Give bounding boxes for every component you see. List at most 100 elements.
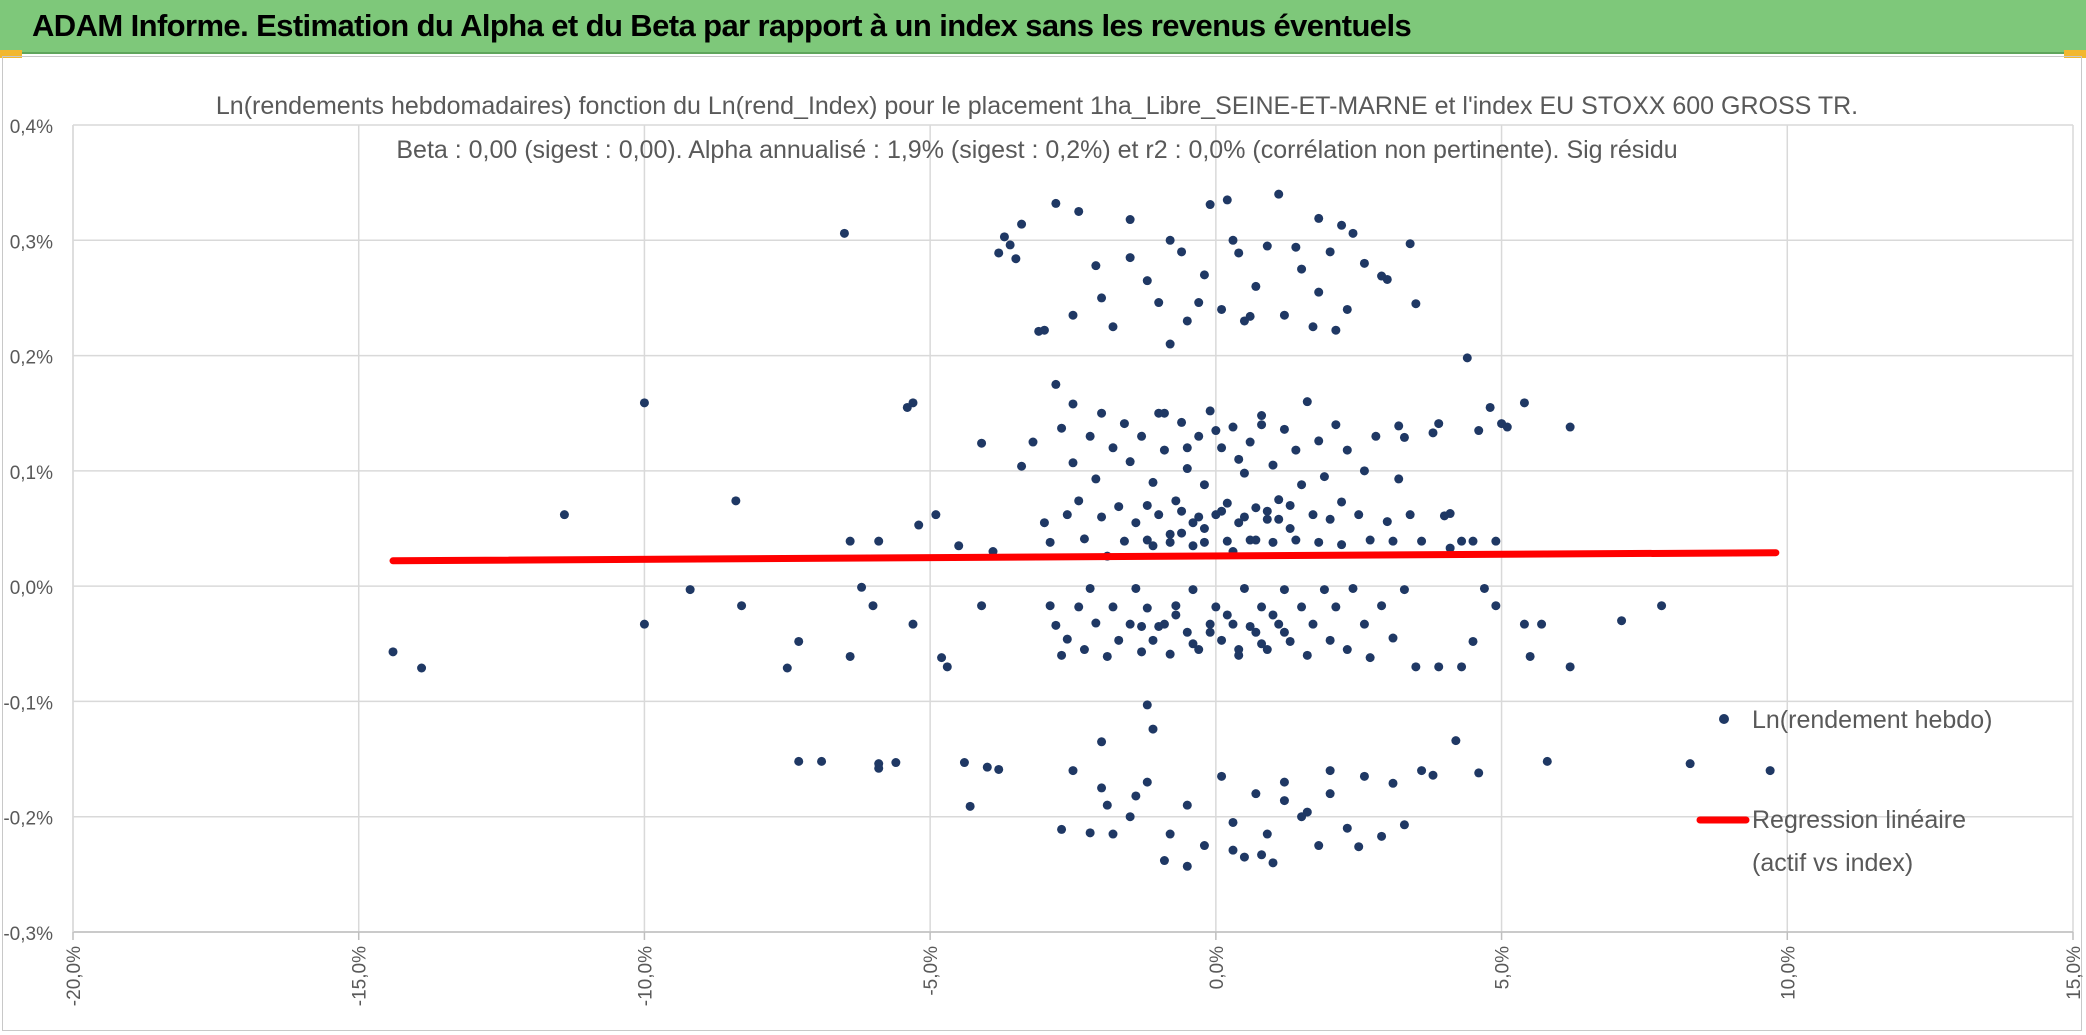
y-tick-label: -0,1% — [3, 693, 53, 714]
data-point — [1165, 649, 1175, 659]
data-point — [1222, 498, 1232, 508]
data-point — [965, 801, 975, 811]
y-tick-label: -0,2% — [3, 809, 53, 830]
data-point — [1154, 510, 1164, 520]
data-point — [782, 663, 792, 673]
data-point — [868, 601, 878, 611]
data-point — [931, 510, 941, 520]
data-point — [1342, 445, 1352, 455]
data-point — [1342, 645, 1352, 655]
data-point — [1177, 506, 1187, 516]
data-point — [1434, 662, 1444, 672]
data-point — [999, 232, 1009, 242]
data-point — [1411, 299, 1421, 309]
data-point — [1188, 541, 1198, 551]
data-point — [1205, 406, 1215, 416]
data-point — [1131, 583, 1141, 593]
legend-label-regression: Regression linéaire (actif vs index) — [1752, 806, 1973, 877]
data-point — [1382, 517, 1392, 527]
data-point — [1028, 437, 1038, 447]
data-point — [1617, 616, 1627, 626]
data-point — [1371, 431, 1381, 441]
data-point — [1319, 585, 1329, 595]
data-point — [994, 248, 1004, 258]
scatter-points — [388, 189, 1775, 871]
data-point — [1257, 639, 1267, 649]
data-point — [1274, 619, 1284, 629]
data-point — [1359, 258, 1369, 268]
data-point — [1165, 537, 1175, 547]
data-point — [1314, 537, 1324, 547]
data-point — [1388, 633, 1398, 643]
data-point — [1279, 424, 1289, 434]
data-point — [1108, 602, 1118, 612]
data-point — [1765, 766, 1775, 776]
data-point — [1017, 219, 1027, 229]
tick-labels: -0,3% -0,2% -0,1% 0,0% 0,1% 0,2% 0,3% 0,4% -20,0… — [3, 117, 2085, 1006]
data-point — [874, 763, 884, 773]
data-point — [1039, 325, 1049, 335]
chart-frame — [2, 56, 2082, 1031]
data-point — [1165, 529, 1175, 539]
data-point — [1297, 264, 1307, 274]
data-point — [1125, 619, 1135, 629]
data-point — [1125, 812, 1135, 822]
data-point — [1325, 766, 1335, 776]
data-point — [1199, 537, 1209, 547]
data-point — [1137, 621, 1147, 631]
data-point — [1137, 431, 1147, 441]
data-point — [1205, 200, 1215, 210]
data-point — [1314, 841, 1324, 851]
data-point — [737, 601, 747, 611]
data-point — [1685, 759, 1695, 769]
data-point — [1182, 861, 1192, 871]
legend-label-regression-line-1: Regression linéaire — [1752, 806, 1966, 834]
y-tick-label: 0,0% — [10, 578, 53, 599]
data-point — [1182, 316, 1192, 326]
x-tick-label: 0,0% — [1207, 946, 1228, 989]
legend-label-regression-line-2: (actif vs index) — [1752, 849, 1913, 877]
data-point — [794, 636, 804, 646]
y-tick-label: 0,2% — [10, 348, 53, 369]
data-point — [1217, 506, 1227, 516]
data-point — [1159, 445, 1169, 455]
data-point — [1062, 634, 1072, 644]
regression-line — [389, 549, 1780, 565]
data-point — [1039, 518, 1049, 528]
data-point — [1251, 503, 1261, 513]
data-point — [1079, 534, 1089, 544]
data-point — [1228, 619, 1238, 629]
data-point — [1142, 500, 1152, 510]
data-point — [1051, 379, 1061, 389]
data-point — [1205, 627, 1215, 637]
data-point — [1199, 270, 1209, 280]
data-point — [1428, 428, 1438, 438]
legend-marker-scatter — [1719, 714, 1729, 724]
data-point — [1462, 353, 1472, 363]
data-point — [685, 585, 695, 595]
data-point — [1154, 298, 1164, 308]
data-point — [1228, 235, 1238, 245]
data-point — [1262, 829, 1272, 839]
data-point — [417, 663, 427, 673]
data-point — [1194, 298, 1204, 308]
data-point — [1388, 536, 1398, 546]
data-point — [942, 662, 952, 672]
data-point — [1348, 228, 1358, 238]
data-point — [1222, 536, 1232, 546]
data-point — [1279, 777, 1289, 787]
data-point — [1091, 261, 1101, 271]
chart-axes — [72, 125, 2074, 940]
data-point — [1337, 497, 1347, 507]
data-point — [1354, 842, 1364, 852]
data-point — [1485, 402, 1495, 412]
report-banner: ADAM Informe. Estimation du Alpha et du … — [0, 0, 2086, 54]
data-point — [817, 756, 827, 766]
data-point — [1159, 856, 1169, 866]
data-point — [1079, 645, 1089, 655]
data-point — [1211, 602, 1221, 612]
data-point — [954, 541, 964, 551]
data-point — [1519, 619, 1529, 629]
data-point — [1091, 474, 1101, 484]
data-point — [1279, 585, 1289, 595]
